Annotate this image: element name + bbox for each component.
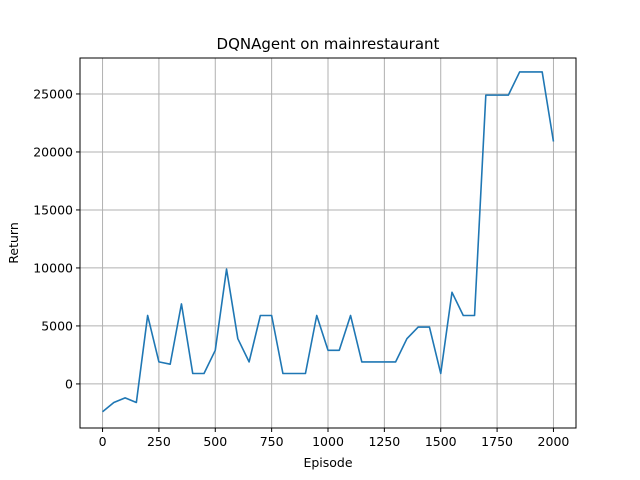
y-axis-ticks: 0 5000 10000 15000 20000 25000: [33, 86, 80, 391]
y-tick-label: 5000: [41, 318, 73, 333]
x-axis-ticks: 0 250 500 750 1000 1250 1500 1750 2000: [99, 428, 570, 449]
chart-title: DQNAgent on mainrestaurant: [217, 35, 440, 53]
series-line: [102, 71, 555, 413]
grid-lines: [80, 58, 576, 428]
x-tick-label: 1250: [368, 434, 400, 449]
x-tick-label: 1000: [312, 434, 344, 449]
x-tick-label: 750: [260, 434, 284, 449]
x-axis-label: Episode: [303, 455, 352, 470]
y-tick-label: 15000: [33, 202, 73, 217]
y-axis-label: Return: [6, 222, 21, 263]
x-tick-label: 1500: [425, 434, 457, 449]
x-tick-label: 500: [203, 434, 227, 449]
series-lines: [102, 71, 555, 413]
x-tick-label: 250: [147, 434, 171, 449]
x-tick-label: 0: [99, 434, 107, 449]
y-tick-label: 10000: [33, 260, 73, 275]
y-tick-label: 20000: [33, 144, 73, 159]
y-tick-label: 0: [65, 376, 73, 391]
x-tick-label: 2000: [538, 434, 570, 449]
y-tick-label: 25000: [33, 86, 73, 101]
x-tick-label: 1750: [481, 434, 513, 449]
